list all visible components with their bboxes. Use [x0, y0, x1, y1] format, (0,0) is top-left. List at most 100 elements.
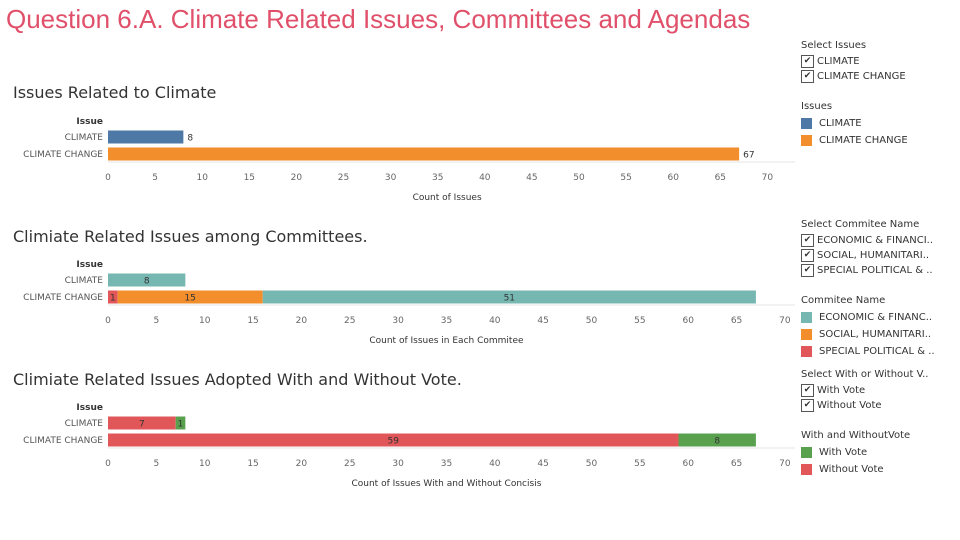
legend-item-climate-change[interactable]: CLIMATE CHANGE [801, 132, 957, 149]
x-tick-label: 15 [244, 173, 255, 183]
bar[interactable] [117, 290, 263, 304]
bar[interactable] [108, 147, 740, 161]
legend-item-economic[interactable]: ECONOMIC & FINANC.. [801, 309, 957, 326]
checkbox-checked-icon[interactable]: ✔ [801, 384, 814, 397]
legend-label: Without Vote [819, 464, 884, 475]
filter-option-climate-change[interactable]: ✔ CLIMATE CHANGE [801, 69, 957, 84]
x-tick-label: 5 [152, 173, 158, 183]
checkbox-checked-icon[interactable]: ✔ [801, 70, 814, 83]
x-tick-label: 0 [105, 173, 111, 183]
x-tick-label: 25 [344, 459, 355, 469]
bar[interactable] [108, 416, 176, 430]
data-label: 51 [504, 294, 515, 304]
chart1-issues-related-to-climate[interactable]: Issue CLIMATE CLIMATE CHANGE 8 67 0 5 10 15 20 25 3… [0, 112, 800, 212]
filter-option-special-political[interactable]: ✔ SPECIAL POLITICAL & .. [801, 263, 957, 278]
x-tick-label: 35 [441, 459, 452, 469]
filter-option-label: ECONOMIC & FINANCI.. [817, 235, 934, 246]
x-tick-label: 10 [196, 173, 208, 183]
x-tick-label: 55 [634, 459, 645, 469]
filter-issues: Select Issues ✔ CLIMATE ✔ CLIMATE CHANGE [801, 40, 957, 84]
filter-committees: Select Commitee Name ✔ ECONOMIC & FINANC… [801, 219, 957, 278]
filter-option-label: CLIMATE CHANGE [817, 71, 906, 82]
filter-option-label: SPECIAL POLITICAL & .. [817, 265, 933, 276]
filter-committees-title: Select Commitee Name [801, 219, 920, 230]
x-axis-title: Count of Issues in Each Commitee [369, 336, 524, 346]
chart3-issues-with-without-vote[interactable]: Issue CLIMATE CLIMATE CHANGE 7 1 59 8 0 5 10 15 20 2… [0, 398, 800, 498]
category-label: CLIMATE CHANGE [23, 150, 103, 160]
filter-option-label: With Vote [817, 385, 866, 396]
filter-option-label: CLIMATE [817, 56, 860, 67]
x-tick-label: 60 [682, 459, 694, 469]
legend-label: With Vote [819, 447, 868, 458]
filter-vote: Select With or Without V.. ✔ With Vote ✔… [801, 369, 957, 413]
category-label: CLIMATE CHANGE [23, 293, 103, 303]
category-label: CLIMATE [65, 419, 104, 429]
x-tick-label: 60 [667, 173, 679, 183]
bar[interactable] [262, 290, 756, 304]
filter-vote-title: Select With or Without V.. [801, 369, 929, 380]
legend-item-special-political[interactable]: SPECIAL POLITICAL & .. [801, 343, 957, 360]
legend-swatch [801, 118, 812, 129]
x-tick-label: 30 [385, 173, 397, 183]
x-tick-label: 65 [715, 173, 726, 183]
filter-option-climate[interactable]: ✔ CLIMATE [801, 54, 957, 69]
filter-option-economic[interactable]: ✔ ECONOMIC & FINANCI.. [801, 233, 957, 248]
legend-issues-title: Issues [801, 101, 833, 112]
legend-label: ECONOMIC & FINANC.. [819, 312, 933, 323]
legend-item-social[interactable]: SOCIAL, HUMANITARI.. [801, 326, 957, 343]
x-tick-label: 10 [199, 316, 211, 326]
x-tick-label: 70 [779, 459, 791, 469]
checkbox-checked-icon[interactable]: ✔ [801, 264, 814, 277]
legend-label: SPECIAL POLITICAL & .. [819, 346, 935, 357]
checkbox-checked-icon[interactable]: ✔ [801, 399, 814, 412]
checkbox-checked-icon[interactable]: ✔ [801, 234, 814, 247]
checkbox-checked-icon[interactable]: ✔ [801, 249, 814, 262]
x-tick-label: 45 [537, 459, 548, 469]
category-label: CLIMATE [65, 276, 104, 286]
bar[interactable] [108, 273, 186, 287]
x-tick-label: 50 [573, 173, 585, 183]
x-tick-label: 5 [153, 316, 159, 326]
x-axis-title: Count of Issues With and Without Concisi… [351, 479, 541, 489]
x-tick-label: 0 [105, 459, 111, 469]
legend-swatch [801, 464, 812, 475]
bar[interactable] [108, 290, 118, 304]
legend-item-climate[interactable]: CLIMATE [801, 115, 957, 132]
x-tick-label: 40 [489, 316, 501, 326]
chart2-title: Climiate Related Issues among Committees… [13, 227, 368, 246]
x-tick-label: 40 [479, 173, 491, 183]
bar[interactable] [678, 433, 756, 447]
bar[interactable] [175, 416, 186, 430]
x-tick-label: 0 [105, 316, 111, 326]
data-label: 59 [388, 437, 400, 447]
legend-swatch [801, 329, 812, 340]
filter-option-without-vote[interactable]: ✔ Without Vote [801, 398, 957, 413]
data-label: 7 [139, 420, 145, 430]
x-tick-label: 15 [247, 459, 258, 469]
legend-item-without-vote[interactable]: Without Vote [801, 461, 957, 478]
bar[interactable] [108, 130, 184, 144]
bar[interactable] [108, 433, 679, 447]
x-tick-label: 65 [731, 316, 742, 326]
legend-item-with-vote[interactable]: With Vote [801, 444, 957, 461]
data-label: 1 [110, 294, 116, 304]
category-label: CLIMATE CHANGE [23, 436, 103, 446]
filter-option-with-vote[interactable]: ✔ With Vote [801, 383, 957, 398]
x-tick-label: 50 [586, 459, 598, 469]
legend-vote-title: With and WithoutVote [801, 430, 911, 441]
filter-option-social[interactable]: ✔ SOCIAL, HUMANITARI.. [801, 248, 957, 263]
legend-committees: Commitee Name ECONOMIC & FINANC.. SOCIAL… [801, 295, 957, 360]
filter-issues-title: Select Issues [801, 40, 867, 51]
x-tick-label: 60 [682, 316, 694, 326]
y-axis-title: Issue [76, 260, 103, 270]
checkbox-checked-icon[interactable]: ✔ [801, 55, 814, 68]
x-tick-label: 10 [199, 459, 211, 469]
legend-swatch [801, 312, 812, 323]
x-tick-label: 70 [762, 173, 774, 183]
x-tick-label: 45 [537, 316, 548, 326]
data-label: 15 [184, 294, 195, 304]
legend-swatch [801, 135, 812, 146]
y-axis-title: Issue [76, 403, 103, 413]
x-tick-label: 35 [441, 316, 452, 326]
